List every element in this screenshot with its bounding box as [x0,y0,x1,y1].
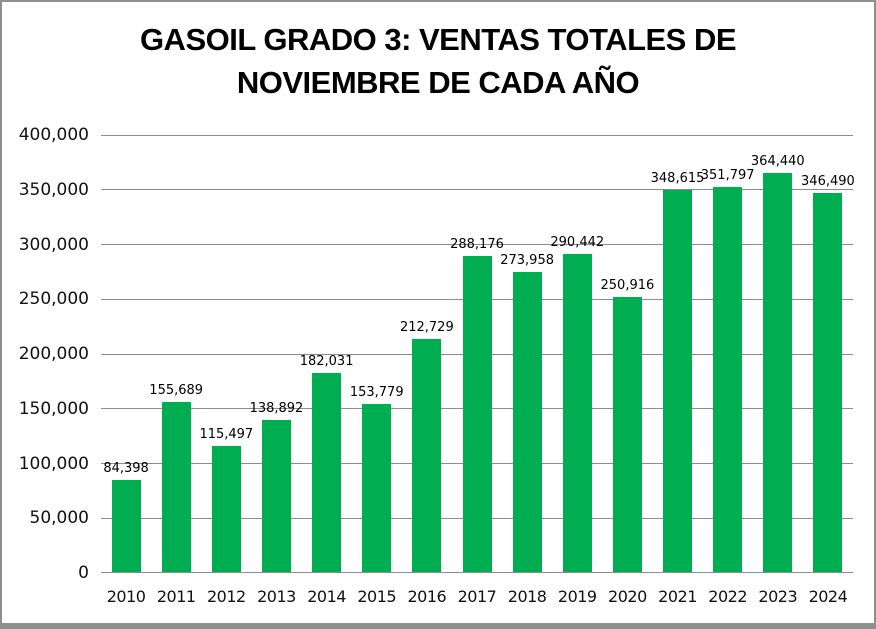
bar-value-label-2024: 346,490 [801,173,855,189]
bar-value-label-2016: 212,729 [399,320,454,336]
x-axis-label-2021: 2021 [658,587,697,606]
bar-2018 [512,272,542,572]
bar-value-label-2018: 273,958 [500,253,554,269]
chart-title: GASOIL GRADO 3: VENTAS TOTALES DE NOVIEM… [2,18,874,104]
bar-2021 [663,190,693,572]
bar-2022 [713,186,743,572]
bar-2013 [261,419,291,572]
gridline [101,244,853,245]
x-axis-label-2012: 2012 [206,587,246,606]
y-axis-tick-label: 200,000 [18,344,89,364]
bar-value-label-2019: 290,442 [550,234,605,250]
y-axis-tick-label: 350,000 [18,179,89,200]
x-axis-label-2015: 2015 [357,587,397,606]
x-axis-label-2010: 2010 [106,587,146,606]
bar-2024 [813,192,843,572]
x-axis-label-2023: 2023 [758,587,798,606]
chart-title-line1: GASOIL GRADO 3: VENTAS TOTALES DE [139,22,737,57]
bar-value-label-2023: 364,440 [750,153,805,169]
x-axis-label-2022: 2022 [708,587,748,606]
y-axis-tick-label: 300,000 [18,234,89,255]
bar-value-label-2014: 182,031 [299,353,354,369]
x-axis-label-2017: 2017 [457,587,497,606]
bar-2014 [312,372,342,572]
y-axis-tick-label: 150,000 [18,398,89,419]
plot-area: 0 50,000 100,000 150,000 200,000 250,000 300,0… [19,125,855,606]
x-axis-label-2020: 2020 [608,587,647,606]
bar-value-label-2017: 288,176 [450,237,504,253]
x-axis-label-2018: 2018 [507,587,547,606]
x-axis-label-2014: 2014 [307,587,346,606]
x-axis-label-2019: 2019 [557,587,597,606]
y-axis-tick-label: 50,000 [29,508,89,529]
bar-value-label-2015: 153,779 [349,384,404,400]
bar-2012 [211,445,241,572]
bar-value-label-2011: 155,689 [149,382,204,398]
bar-2023 [763,172,793,572]
x-axis-label-2013: 2013 [257,587,296,606]
x-axis-label-2024: 2024 [808,587,848,606]
gridline [101,134,853,136]
y-axis-tick-label: 250,000 [18,289,89,310]
chart-title-line2: NOVIEMBRE DE CADA AÑO [236,65,640,100]
gridline [101,189,853,191]
y-axis-tick-label: 100,000 [18,453,89,474]
bar-value-label-2022: 351,797 [700,167,755,183]
bar-value-label-2013: 138,892 [249,400,304,416]
bar-2015 [362,403,392,572]
bar-2010 [111,479,141,572]
bar-2016 [412,339,442,572]
y-axis-tick-label: 0 [78,563,89,583]
x-axis-label-2016: 2016 [407,587,447,606]
bar-2017 [462,256,492,572]
bar-2011 [161,401,191,572]
bar-value-label-2021: 348,615 [650,171,705,187]
bar-2019 [562,253,592,572]
bar-2020 [612,297,642,572]
x-axis-label-2011: 2011 [156,587,196,606]
bar-value-label-2010: 84,398 [103,460,149,476]
bar-value-label-2012: 115,497 [199,426,254,442]
bar-value-label-2020: 250,916 [600,278,655,294]
y-axis-tick-label: 400,000 [18,125,89,145]
